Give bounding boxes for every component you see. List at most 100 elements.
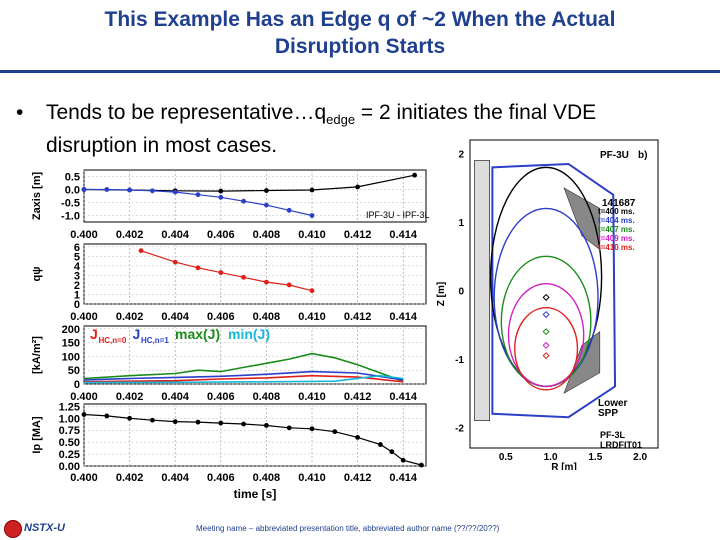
x-tick-label: 0.400: [70, 229, 98, 241]
data-point: [241, 421, 247, 427]
data-point: [309, 288, 315, 294]
y-tick-label: 6: [74, 242, 80, 254]
z-tick-label: 2: [458, 150, 464, 161]
time-trace-figure: 0.400 0.402 0.404 0.406 0.408 0.410 0.412 0.414…: [31, 169, 430, 501]
legend-entry: max(J): [175, 326, 220, 342]
time-legend-entry: t=410 ms.: [598, 243, 635, 252]
time-legend-entry: t=404 ms.: [598, 216, 635, 225]
y-tick-label: -0.5: [61, 198, 80, 210]
x-tick-label: 0.414: [389, 472, 417, 484]
y-tick-label: 1.00: [59, 413, 80, 425]
magnetic-axis-marker: [542, 293, 550, 301]
data-point: [264, 202, 269, 208]
time-legend-entry: t=400 ms.: [598, 207, 635, 216]
x-tick-label: 0.402: [116, 472, 144, 484]
x-tick-label: 0.408: [253, 229, 281, 241]
vessel-wall: [491, 162, 617, 419]
lrdfit-label: LRDFIT01: [600, 440, 642, 450]
y-axis-label: Ip [MA]: [31, 416, 43, 454]
data-point: [127, 187, 132, 193]
x-tick-label: 0.402: [116, 391, 144, 403]
footer-meeting: Meeting name – abbreviated presentation …: [196, 524, 500, 533]
footer: NSTX-U Meeting name – abbreviated presen…: [0, 514, 720, 540]
z-tick-label: -1: [455, 355, 464, 366]
series-line: [140, 250, 313, 292]
data-point: [218, 420, 224, 426]
legend-subscript: HC,n=0: [99, 336, 127, 345]
x-tick-label: 0.400: [70, 311, 98, 323]
footer-brand: NSTX-U: [24, 522, 65, 534]
y-tick-label: 0.50: [59, 437, 80, 449]
flux-boundary: [507, 283, 585, 388]
x-tick-label: 0.414: [389, 391, 417, 403]
legend-entry: J: [90, 326, 98, 342]
y-tick-label: 200: [62, 324, 80, 336]
x-tick-label: 0.400: [70, 472, 98, 484]
x-axis-label: time [s]: [234, 487, 277, 501]
data-point: [332, 429, 338, 435]
y-tick-label: 0.25: [59, 449, 80, 461]
magnetic-axis-marker: [542, 352, 550, 360]
x-tick-label: 0.412: [344, 472, 372, 484]
x-tick-label: 0.408: [253, 311, 281, 323]
data-point: [138, 248, 144, 254]
data-point: [150, 417, 155, 423]
data-point: [195, 265, 201, 271]
z-tick-label: -2: [455, 423, 464, 434]
bullet-subscript: edge: [326, 112, 356, 128]
title-divider: [0, 70, 720, 73]
y-tick-label: 0: [74, 299, 80, 311]
lower-label: Lower: [598, 398, 628, 409]
bullet-suffix: = 2 initiates the final VDE disruption i…: [46, 101, 597, 158]
x-tick-label: 0.414: [389, 229, 417, 241]
y-tick-label: 5: [74, 251, 80, 263]
r-tick-label: 1.5: [588, 452, 602, 463]
bullet-prefix: Tends to be representative…q: [46, 101, 327, 124]
r-axis-label: R [m]: [551, 462, 577, 470]
x-tick-label: 0.414: [389, 311, 417, 323]
pf3u-label: PF-3U: [600, 150, 629, 161]
time-legend-entry: t=407 ms.: [598, 225, 635, 234]
y-axis-label: [kA/m²]: [31, 336, 43, 374]
x-tick-label: 0.404: [161, 229, 189, 241]
data-point: [286, 282, 292, 288]
z-tick-label: 1: [458, 218, 464, 229]
data-point: [195, 419, 201, 425]
z-axis-label: Z [m]: [436, 282, 447, 306]
x-tick-label: 0.412: [344, 229, 372, 241]
nstx-logo-icon: [4, 520, 22, 538]
center-stack: [474, 160, 490, 421]
y-tick-label: 0.0: [65, 185, 80, 197]
y-axis-label: qψ: [31, 266, 43, 281]
data-point: [400, 457, 406, 463]
series-line: [83, 174, 415, 192]
legend-subscript: HC,n=1: [141, 336, 169, 345]
data-point: [241, 198, 247, 204]
x-tick-label: 0.402: [116, 311, 144, 323]
y-tick-label: 0.00: [59, 461, 80, 473]
data-point: [172, 189, 178, 195]
data-point: [195, 192, 201, 198]
panel-annotation: IPF-3U - IPF-3L: [366, 210, 430, 220]
magnetic-axis-marker: [542, 341, 550, 349]
x-tick-label: 0.406: [207, 472, 235, 484]
x-tick-label: 0.400: [70, 391, 98, 403]
y-tick-label: 3: [74, 270, 80, 282]
x-tick-label: 0.408: [253, 391, 281, 403]
x-tick-label: 0.402: [116, 229, 144, 241]
slide-title: This Example Has an Edge q of ~2 When th…: [0, 6, 720, 60]
data-point: [127, 415, 132, 421]
data-point: [309, 426, 315, 432]
data-point: [286, 207, 292, 213]
bullet-text: Tends to be representative…qedge = 2 ini…: [46, 100, 686, 159]
y-axis-label: Zaxis [m]: [31, 172, 43, 221]
data-point: [172, 419, 178, 425]
y-tick-label: 1: [74, 289, 80, 301]
data-point: [264, 423, 269, 428]
data-point: [218, 188, 224, 194]
data-point: [218, 194, 224, 200]
x-tick-label: 0.410: [298, 311, 326, 323]
panel-frame: [83, 243, 427, 305]
series-line: [83, 374, 404, 383]
data-point: [264, 279, 269, 285]
